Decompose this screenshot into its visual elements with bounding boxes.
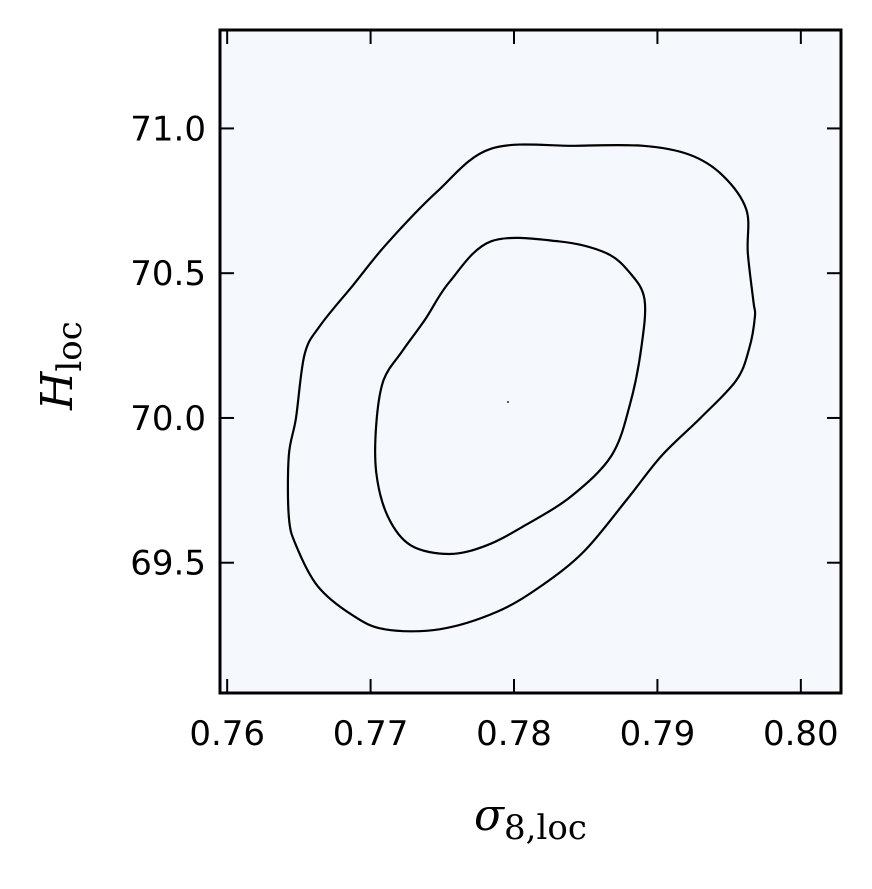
x-axis-subscript: 8,loc: [504, 808, 587, 848]
x-tick-label-4: 0.80: [763, 714, 839, 754]
y-axis-symbol: H: [32, 370, 83, 411]
y-tick-label-0: 69.5: [130, 544, 206, 584]
y-tick-label-3: 71.0: [130, 109, 206, 149]
x-tick-label-1: 0.77: [333, 714, 409, 754]
x-tick-label-2: 0.78: [476, 714, 552, 754]
y-tick-label-2: 70.5: [130, 254, 206, 294]
x-axis-ticks: 0.76 0.77 0.78 0.79 0.80: [189, 30, 839, 754]
x-axis-symbol: σ: [474, 790, 506, 841]
x-tick-label-3: 0.79: [620, 714, 696, 754]
plot-frame: [218, 28, 843, 695]
x-tick-label-0: 0.76: [189, 714, 265, 754]
plot-area: [218, 28, 843, 695]
contour-layer: [286, 143, 757, 633]
contour-inner: [374, 236, 647, 556]
plot-background: [220, 30, 841, 693]
y-tick-label-1: 70.0: [130, 399, 206, 439]
density-field: [507, 401, 509, 403]
y-axis-ticks: 69.5 70.0 70.5 71.0: [130, 109, 841, 584]
y-axis-subscript: loc: [50, 321, 90, 371]
contour-outer: [286, 143, 757, 633]
x-axis-label: σ8,loc: [474, 790, 587, 848]
y-axis-label: Hloc: [32, 321, 90, 411]
